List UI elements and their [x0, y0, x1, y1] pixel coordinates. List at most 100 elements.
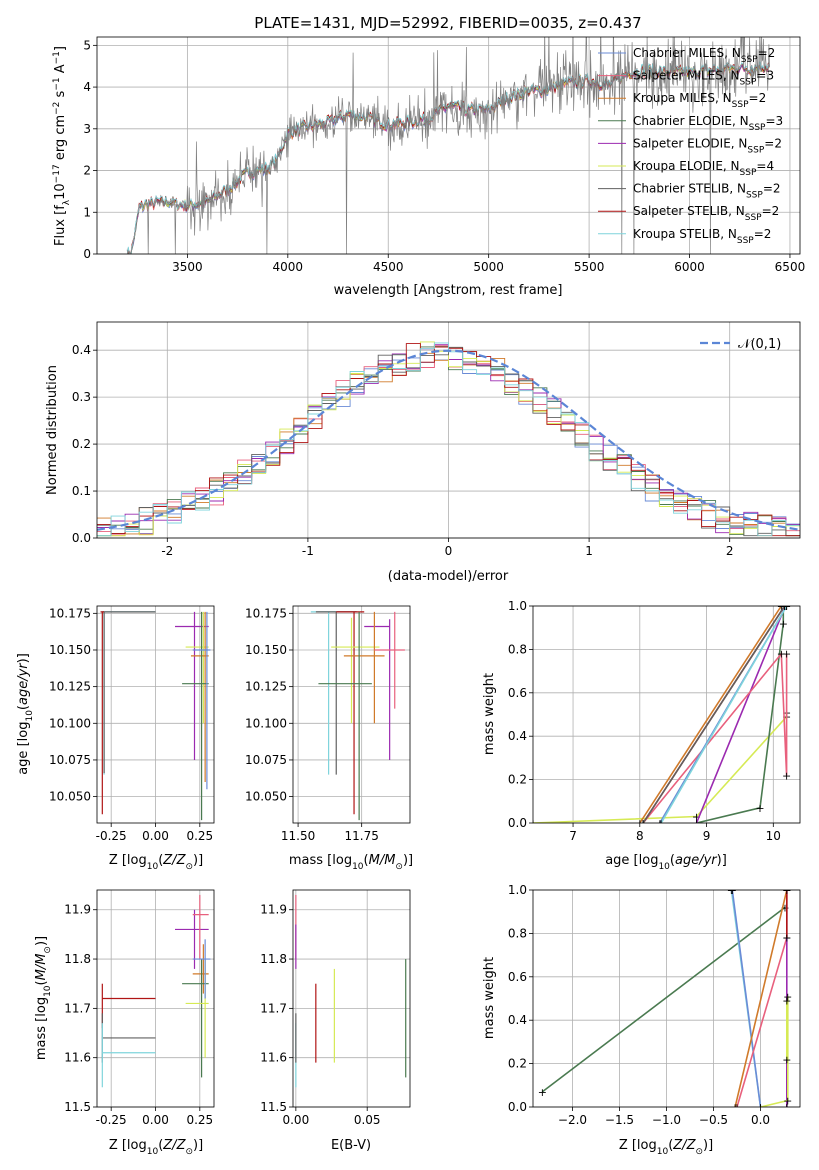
weight-marker: + [780, 901, 789, 914]
x-tick-label: 2 [726, 544, 734, 558]
weight-line-chab_elodie [696, 606, 785, 823]
weight-marker: + [657, 817, 666, 830]
y-tick-label: 11.6 [260, 1051, 287, 1065]
y-tick-label: 10.050 [245, 790, 287, 804]
weight-marker: + [782, 1053, 791, 1066]
y-axis-label: Flux [fλ10−17 erg cm−2 s−1 A−1] [52, 46, 72, 246]
x-tick-label: -0.25 [96, 829, 127, 843]
weight-marker: + [782, 600, 791, 613]
legend-entry: Kroupa STELIB, NSSP=2 [633, 227, 771, 246]
y-tick-label: 11.5 [260, 1100, 287, 1114]
weight-marker: + [655, 817, 664, 830]
x-tick-label: 3500 [172, 260, 203, 274]
legend-entry: 𝒩(0,1) [738, 337, 781, 352]
histogram-krou_elodie [97, 341, 800, 537]
y-tick-label: 11.9 [64, 903, 91, 917]
observed-spectrum [126, 37, 770, 254]
legend: 𝒩(0,1) [700, 337, 781, 352]
x-tick-label: 0.25 [186, 829, 213, 843]
legend-entry: Kroupa ELODIE, NSSP=4 [633, 159, 774, 178]
mass-vs-Z-axes: -0.25 0.00 0.25 11.5 11.6 11.7 11.8 11.9 [64, 889, 215, 1127]
weight-marker: + [635, 817, 644, 830]
weight-marker: + [639, 817, 648, 830]
weight-line-salp_elodie [695, 606, 787, 823]
x-tick-label: 5500 [574, 260, 605, 274]
age-vs-Z-axes: -0.25 0.00 0.25 10.050 10.075 10.100 10.125 10.… [49, 605, 215, 843]
y-tick-label: 11.8 [64, 952, 91, 966]
plot-area [295, 894, 407, 1088]
spectrum-axes: 3500 4000 4500 5000 5500 6000 6500 0 1 2 3 4 5 [83, 36, 806, 274]
y-tick-label: 0.8 [508, 642, 527, 656]
x-tick-label: 11.75 [344, 829, 378, 843]
x-tick-label: 0.00 [142, 829, 169, 843]
weight-marker: + [780, 600, 789, 613]
weight-marker: + [783, 990, 792, 1003]
x-tick-label: −0.5 [699, 1113, 728, 1127]
x-tick-label: 0.25 [186, 1113, 213, 1127]
weight-line-krou_elodie [533, 712, 788, 823]
x-axis-label: (data-model)/error [388, 569, 509, 584]
weight-vs-Z-axes: −2.0 −1.5 −1.0 −0.5 0.00.00.20.40.60.81.0+++… [508, 883, 801, 1127]
y-tick-label: 5 [83, 38, 91, 52]
y-tick-label: 0.4 [508, 1013, 527, 1027]
y-tick-label: 3 [83, 122, 91, 136]
weight-marker: + [727, 884, 736, 897]
plot-area: ++++++++++++++++++++++++ [533, 600, 791, 830]
ticks: -2 -1 0 1 2 0.0 0.1 0.2 0.3 0.4 [72, 343, 734, 558]
x-axis-label: mass [log10(M/M⊙)] [289, 853, 413, 872]
x-tick-label: 4500 [373, 260, 404, 274]
grid [293, 890, 410, 1108]
y-tick-label: 0.0 [508, 816, 527, 830]
x-tick-label: 11.50 [281, 829, 315, 843]
x-axis-label: Z [log10(Z/Z⊙)] [109, 1138, 203, 1157]
y-tick-label: 4 [83, 80, 91, 94]
weight-marker: + [732, 1101, 741, 1114]
y-tick-label: 10.050 [49, 790, 91, 804]
weight-line-chab_elodie [541, 906, 786, 1093]
plot-area [100, 611, 211, 821]
axes-frame [292, 889, 411, 1108]
y-tick-label: 0.2 [508, 1057, 527, 1071]
y-tick-label: 0.4 [72, 343, 91, 357]
weight-line-chab_miles [731, 890, 762, 1107]
x-tick-label: 0.05 [354, 1113, 381, 1127]
x-tick-label: 8 [636, 829, 644, 843]
plot-area [97, 341, 800, 537]
y-tick-label: 0.1 [72, 484, 91, 498]
x-tick-label: 4000 [273, 260, 304, 274]
y-tick-label: 0.8 [508, 926, 527, 940]
weight-line-chab_stelib [642, 606, 786, 823]
weight-marker: + [639, 817, 648, 830]
x-axis-label: Z [log10(Z/Z⊙)] [109, 853, 203, 872]
weight-marker: + [782, 600, 791, 613]
y-axis-label: mass weight [482, 957, 497, 1039]
y-tick-label: 10.125 [49, 680, 91, 694]
ticks: -0.25 0.00 0.25 10.050 10.075 10.100 10.125 10.… [49, 606, 213, 843]
y-axis-label: Normed distribution [45, 365, 60, 495]
ticks: −2.0 −1.5 −1.0 −0.5 0.0 0.0 0.2 0.4 0.6 0.8 1.0 [508, 883, 770, 1127]
y-tick-label: 0 [83, 247, 91, 261]
axes-frame [96, 321, 801, 539]
weight-marker: + [777, 648, 786, 661]
x-tick-label: −2.0 [558, 1113, 587, 1127]
y-tick-label: 0.3 [72, 390, 91, 404]
weight-marker: + [692, 817, 701, 830]
weight-line-salp_miles [736, 937, 788, 1107]
x-tick-label: 9 [703, 829, 711, 843]
y-tick-label: 10.150 [49, 643, 91, 657]
weight-marker: + [782, 932, 791, 945]
x-axis-label: wavelength [Angstrom, rest frame] [334, 283, 563, 298]
plot-area [101, 894, 211, 1088]
x-tick-label: 6000 [674, 260, 705, 274]
y-tick-label: 1.0 [508, 599, 527, 613]
weight-line-krou_miles [734, 890, 788, 1107]
axes-frame [532, 889, 801, 1108]
x-tick-label: 0.00 [282, 1113, 309, 1127]
y-tick-label: 11.5 [64, 1100, 91, 1114]
legend-entry: Kroupa MILES, NSSP=2 [633, 91, 766, 110]
weight-marker: + [639, 817, 648, 830]
x-tick-label: 6500 [775, 260, 806, 274]
legend-entry: Chabrier ELODIE, NSSP=3 [633, 114, 783, 133]
weight-marker: + [782, 1101, 791, 1114]
weight-marker: + [538, 1086, 547, 1099]
